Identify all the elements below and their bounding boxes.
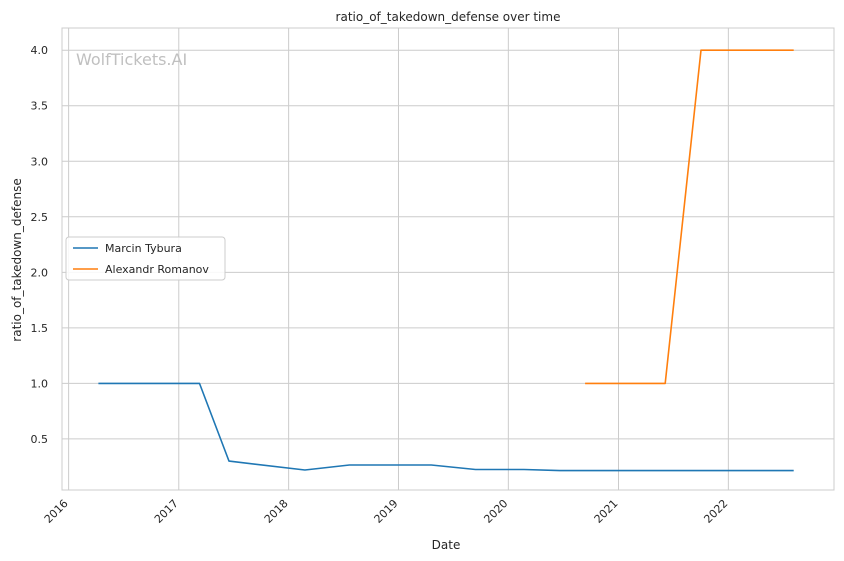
y-axis-label: ratio_of_takedown_defense — [10, 178, 24, 341]
x-tick-label: 2017 — [152, 497, 181, 526]
series-line-1 — [585, 49, 794, 385]
x-tick-labels: 2016 2017 2018 2019 2020 2021 2022 — [42, 497, 731, 526]
legend: Marcin Tybura Alexandr Romanov — [65, 236, 226, 281]
y-tick-label: 0.5 — [31, 433, 49, 446]
y-tick-label: 1.5 — [31, 322, 49, 335]
y-tick-label: 3.5 — [31, 100, 49, 113]
y-tick-label: 2.0 — [31, 266, 49, 279]
x-tick-label: 2021 — [592, 497, 621, 526]
y-tick-label: 2.5 — [31, 211, 49, 224]
x-tick-label: 2016 — [42, 497, 71, 526]
legend-label-series-0: Marcin Tybura — [105, 242, 182, 255]
series-lines — [98, 49, 794, 472]
y-tick-labels: 0.5 1.0 1.5 2.0 2.5 3.0 3.5 4.0 — [31, 44, 49, 446]
x-tick-label: 2022 — [701, 497, 730, 526]
legend-box — [65, 236, 226, 281]
plot-frame — [61, 27, 835, 491]
x-tick-label: 2019 — [372, 497, 401, 526]
x-axis-label: Date — [432, 538, 461, 552]
x-tick-label: 2018 — [262, 497, 291, 526]
watermark: WolfTickets.AI — [76, 50, 187, 69]
chart-title: ratio_of_takedown_defense over time — [336, 10, 561, 24]
legend-label-series-1: Alexandr Romanov — [105, 263, 209, 276]
y-tick-label: 4.0 — [31, 44, 49, 57]
y-tick-label: 3.0 — [31, 155, 49, 168]
x-tick-label: 2020 — [481, 497, 510, 526]
y-tick-label: 1.0 — [31, 377, 49, 390]
series-line-0 — [98, 382, 794, 472]
